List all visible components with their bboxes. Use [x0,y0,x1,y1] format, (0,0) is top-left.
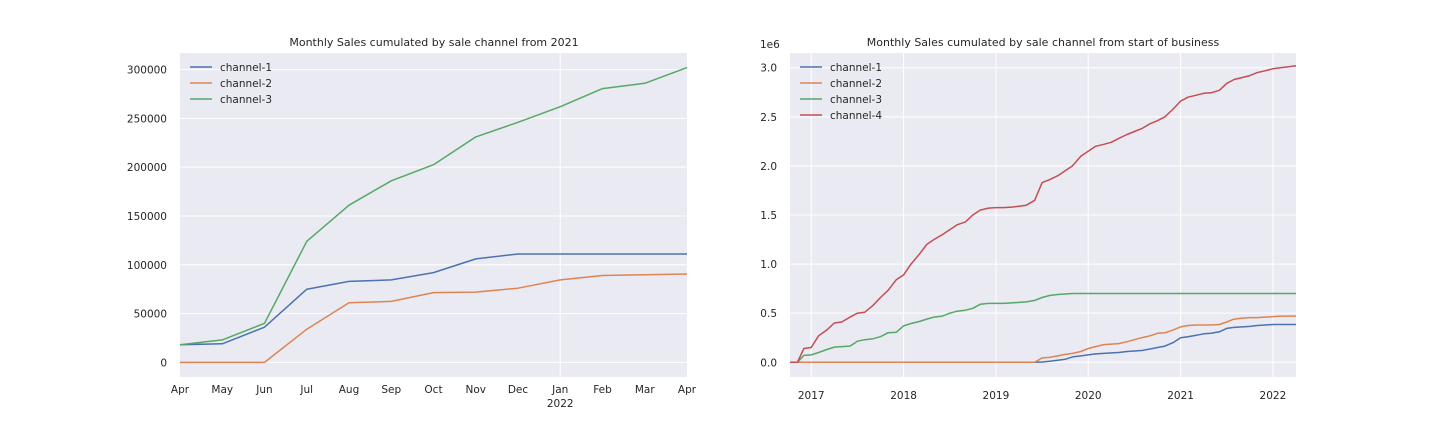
series-line-channel-3 [179,66,688,346]
legend-label-channel-1: channel-1 [220,62,272,74]
y-tick-labels: 0 50000 100000 150000 200000 250000 300000 [127,65,167,370]
y-tick-label: 1.5 [760,210,777,222]
x-tick-label: Nov [466,384,487,396]
legend-label-channel-1: channel-1 [830,62,882,74]
legend-label-channel-3: channel-3 [220,94,272,106]
y-tick-label: 150000 [127,211,167,223]
legend-label-channel-4: channel-4 [830,110,882,122]
x-tick-label: Oct [424,384,442,396]
legend: channel-1 channel-2 channel-3 channel-4 [800,62,882,122]
x-tick-label: Jan [551,384,568,396]
x-tick-label: May [211,384,233,396]
y-tick-label: 2.5 [760,112,777,124]
x-tick-label: Sep [381,384,401,396]
x-tick-label: Jul [299,384,313,396]
series-line-channel-1 [790,323,1296,364]
y-tick-label: 200000 [127,162,167,174]
x-tick-label: Jun [255,384,272,396]
gridlines [790,53,1296,377]
y-tick-label: 0.5 [760,308,777,320]
x-tick-labels: Apr May Jun Jul Aug Sep Oct Nov Dec Jan 2022 Feb Mar… [171,384,697,410]
series-line-channel-2 [180,273,688,364]
series-line-channel-3 [790,292,1296,364]
legend-label-channel-2: channel-2 [220,78,272,90]
x-tick-label: 2020 [1075,390,1102,402]
x-tick-label: Feb [593,384,612,396]
series-lines [790,65,1297,364]
legend: channel-1 channel-2 channel-3 [190,62,272,106]
x-tick-label: Apr [171,384,190,396]
series-line-channel-4 [790,65,1297,364]
y-tick-label: 300000 [127,65,167,77]
x-tick-label: 2021 [1167,390,1194,402]
x-tick-label: 2022 [1260,390,1287,402]
x-tick-label: Mar [635,384,655,396]
y-tick-label: 100000 [127,260,167,272]
y-tick-label: 0 [160,357,167,369]
y-tick-label: 3.0 [760,63,777,75]
x-tick-label: Dec [508,384,529,396]
y-tick-labels: 0.0 0.5 1.0 1.5 2.0 2.5 3.0 [760,63,777,370]
y-tick-label: 2.0 [760,161,777,173]
y-tick-label: 0.0 [760,357,777,369]
chart-title: Monthly Sales cumulated by sale channel … [289,36,578,49]
legend-label-channel-3: channel-3 [830,94,882,106]
x-tick-label: Aug [339,384,360,396]
chart-monthly-sales-from-2021: Monthly Sales cumulated by sale channel … [127,36,697,410]
x-tick-label: Apr [678,384,697,396]
legend-label-channel-2: channel-2 [830,78,882,90]
y-tick-label: 1.0 [760,259,777,271]
x-tick-label: 2017 [798,390,825,402]
x-tick-label: 2018 [890,390,917,402]
chart-monthly-sales-from-start: Monthly Sales cumulated by sale channel … [760,36,1297,402]
chart-title: Monthly Sales cumulated by sale channel … [867,36,1220,49]
x-tick-labels: 2017 2018 2019 2020 2021 2022 [798,390,1286,402]
y-offset-label: 1e6 [760,39,780,51]
y-tick-label: 250000 [127,113,167,125]
y-tick-label: 50000 [134,309,167,321]
series-lines [179,66,688,364]
x-tick-label: 2019 [983,390,1010,402]
series-line-channel-1 [179,253,687,346]
x-tick-year-label: 2022 [547,398,574,410]
series-line-channel-2 [790,315,1296,364]
